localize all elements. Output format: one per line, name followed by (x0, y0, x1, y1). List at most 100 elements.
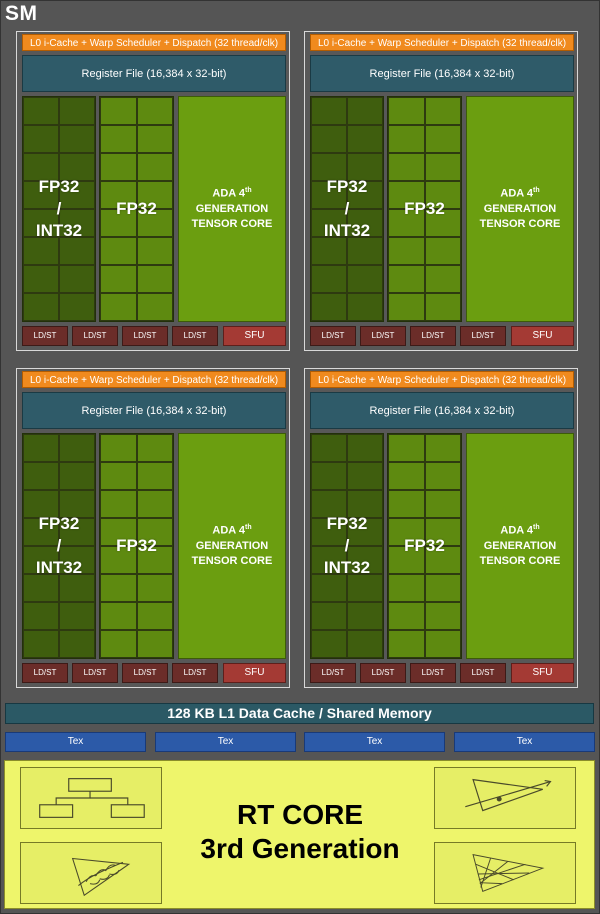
tensor-core: ADA 4th GENERATION TENSOR CORE (466, 433, 574, 659)
core-cell (347, 181, 383, 209)
core-cell (23, 462, 59, 490)
processing-block: L0 i-Cache + Warp Scheduler + Dispatch (… (16, 31, 290, 351)
tensor-core-label-line3: TENSOR CORE (479, 554, 561, 567)
tensor-core-label-sup: th (245, 524, 252, 531)
core-cell (347, 518, 383, 546)
ldst-unit: LD/ST (360, 326, 406, 346)
core-cell (424, 125, 461, 153)
core-cell (388, 153, 425, 181)
core-cell (311, 462, 347, 490)
fp32-int32-units (310, 433, 384, 659)
processing-block: L0 i-Cache + Warp Scheduler + Dispatch (… (16, 368, 290, 688)
tex-unit: Tex (454, 732, 595, 752)
core-cell (23, 574, 59, 602)
register-file: Register File (16,384 x 32-bit) (310, 392, 574, 429)
core-cell (311, 518, 347, 546)
tensor-core-label-line1: ADA 4 (212, 524, 245, 537)
fp32-units (99, 433, 174, 659)
ldst-unit: LD/ST (22, 326, 68, 346)
core-cell (388, 462, 425, 490)
core-cell (424, 602, 461, 630)
ldst-unit: LD/ST (172, 326, 218, 346)
core-cell (136, 546, 173, 574)
tensor-core-label-line2: GENERATION (195, 539, 269, 552)
core-cell (23, 209, 59, 237)
core-cell (347, 574, 383, 602)
core-cell (311, 97, 347, 125)
tex-unit: Tex (5, 732, 146, 752)
fp32-units (99, 96, 174, 322)
core-cell (388, 602, 425, 630)
core-cell (388, 265, 425, 293)
l0-icache-warp-scheduler: L0 i-Cache + Warp Scheduler + Dispatch (… (310, 371, 574, 388)
core-cell (136, 293, 173, 321)
core-cell (136, 237, 173, 265)
core-cell (100, 181, 137, 209)
core-cell (100, 574, 137, 602)
tensor-core-label-line2: GENERATION (483, 539, 557, 552)
processing-block: L0 i-Cache + Warp Scheduler + Dispatch (… (304, 31, 578, 351)
core-cell (59, 574, 95, 602)
core-cell (424, 574, 461, 602)
ldst-unit: LD/ST (410, 663, 456, 683)
core-cell (59, 293, 95, 321)
core-cell (23, 181, 59, 209)
core-cell (347, 602, 383, 630)
core-cell (311, 293, 347, 321)
core-cell (59, 265, 95, 293)
tensor-core-label: ADA 4th GENERATION TENSOR CORE (179, 183, 285, 232)
tensor-core-label: ADA 4th GENERATION TENSOR CORE (467, 183, 573, 232)
ldst-unit: LD/ST (310, 326, 356, 346)
core-cell (136, 434, 173, 462)
rt-core: RT CORE 3rd Generation (4, 760, 595, 909)
core-cell (388, 518, 425, 546)
core-cell (100, 265, 137, 293)
tensor-core: ADA 4th GENERATION TENSOR CORE (466, 96, 574, 322)
ldst-unit: LD/ST (72, 326, 118, 346)
core-cell (136, 181, 173, 209)
core-cell (347, 237, 383, 265)
core-cell (100, 518, 137, 546)
sfu-unit: SFU (511, 663, 574, 683)
core-cell (59, 546, 95, 574)
core-cell (388, 237, 425, 265)
core-cell (59, 490, 95, 518)
rt-core-label-line2: 3rd Generation (200, 833, 400, 864)
core-cell (424, 181, 461, 209)
tensor-core-label-line3: TENSOR CORE (191, 217, 273, 230)
ldst-unit: LD/ST (410, 326, 456, 346)
core-cell (347, 97, 383, 125)
core-cell (23, 602, 59, 630)
core-cell (59, 518, 95, 546)
core-cell (311, 434, 347, 462)
core-cell (100, 630, 137, 658)
register-file: Register File (16,384 x 32-bit) (310, 55, 574, 92)
core-cell (23, 265, 59, 293)
core-cell (424, 265, 461, 293)
core-cell (136, 602, 173, 630)
sfu-unit: SFU (223, 663, 286, 683)
tensor-core: ADA 4th GENERATION TENSOR CORE (178, 433, 286, 659)
core-cell (136, 209, 173, 237)
core-cell (347, 434, 383, 462)
core-cell (388, 209, 425, 237)
core-cell (23, 153, 59, 181)
core-cell (388, 490, 425, 518)
core-cell (100, 209, 137, 237)
core-cell (100, 546, 137, 574)
core-cell (100, 490, 137, 518)
core-cell (23, 630, 59, 658)
core-cell (59, 153, 95, 181)
core-cell (59, 462, 95, 490)
core-cell (23, 518, 59, 546)
core-cell (311, 153, 347, 181)
core-cell (347, 462, 383, 490)
core-cell (100, 462, 137, 490)
tensor-core-label-line1: ADA 4 (212, 187, 245, 200)
ldst-unit: LD/ST (460, 326, 506, 346)
core-cell (136, 490, 173, 518)
tensor-core-label-line1: ADA 4 (500, 524, 533, 537)
core-cell (59, 630, 95, 658)
register-file: Register File (16,384 x 32-bit) (22, 55, 286, 92)
sm-label: SM (5, 2, 38, 25)
